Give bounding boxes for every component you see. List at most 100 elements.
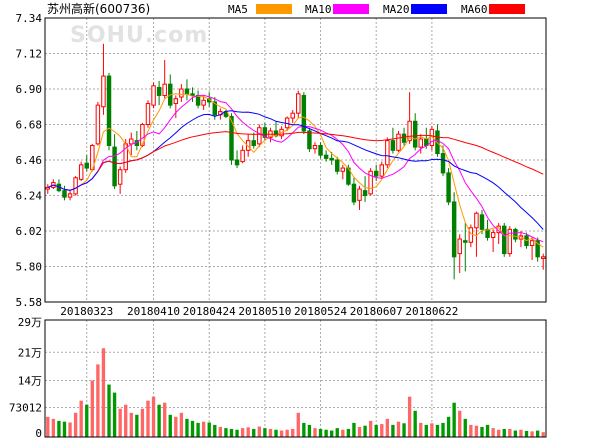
- candle-down: [446, 172, 451, 203]
- candle-down: [229, 115, 234, 161]
- candle-up: [129, 138, 134, 145]
- volume-bar: [474, 425, 479, 437]
- ma5-line: [47, 93, 544, 248]
- candle-down: [335, 159, 340, 172]
- volume-bar: [51, 418, 56, 437]
- volume-bars: [46, 348, 545, 437]
- volume-bar: [62, 421, 67, 437]
- volume-bar: [168, 414, 172, 437]
- volume-bar: [263, 428, 267, 437]
- candle-down: [234, 159, 240, 166]
- candle-up: [468, 227, 474, 243]
- candle-down: [156, 86, 162, 96]
- candle-up: [340, 167, 346, 172]
- volume-tick-label: 14万: [18, 375, 42, 388]
- volume-bar: [246, 427, 250, 437]
- candle-up: [117, 169, 123, 185]
- volume-bar: [430, 423, 434, 437]
- volume-bar: [318, 428, 323, 437]
- volume-bar: [307, 424, 312, 437]
- volume-bar: [157, 404, 161, 437]
- volume-bar: [530, 431, 534, 437]
- candle-down: [412, 120, 418, 148]
- candle-up: [290, 112, 295, 119]
- volume-bar: [469, 424, 473, 437]
- candle-up: [507, 228, 513, 255]
- volume-bar: [229, 428, 234, 437]
- candle-down: [323, 154, 329, 159]
- volume-bar: [73, 412, 78, 437]
- candle-up: [201, 99, 206, 106]
- volume-bar: [79, 400, 83, 437]
- candle-up: [179, 88, 184, 98]
- candlesticks: [45, 43, 546, 280]
- price-tick-label: 6.46: [16, 154, 43, 167]
- volume-bar: [385, 418, 390, 437]
- volume-bar: [124, 404, 128, 437]
- candle-up: [240, 149, 245, 163]
- volume-bar: [240, 428, 245, 437]
- candle-up: [368, 170, 373, 195]
- legend-swatch: [489, 4, 525, 14]
- price-tick-label: 5.80: [16, 261, 43, 274]
- volume-bar: [68, 422, 72, 437]
- volume-bar: [413, 410, 417, 437]
- volume-bar: [458, 410, 462, 437]
- volume-bar: [279, 430, 284, 437]
- candle-up: [385, 140, 390, 166]
- price-tick-label: 7.12: [16, 48, 43, 61]
- volume-bar: [324, 429, 328, 437]
- volume-bar: [380, 424, 384, 437]
- candle-up: [490, 232, 496, 238]
- candle-up: [474, 212, 479, 229]
- volume-bar: [224, 428, 228, 437]
- candle-up: [151, 85, 156, 106]
- volume-bar: [196, 422, 200, 437]
- candle-down: [479, 214, 485, 230]
- legend-swatch: [333, 4, 369, 14]
- volume-bar: [57, 420, 61, 437]
- volume-bar: [508, 428, 512, 437]
- volume-bar: [513, 430, 518, 437]
- candle-down: [485, 228, 490, 238]
- candle-up: [95, 104, 101, 145]
- volume-bar: [46, 416, 50, 437]
- watermark: SOHU.com: [70, 23, 208, 48]
- volume-bar: [107, 384, 111, 437]
- volume-bar: [118, 408, 122, 437]
- volume-bar: [313, 428, 317, 437]
- date-tick-label: 20180622: [405, 305, 458, 318]
- volume-bar: [151, 396, 156, 437]
- volume-bar: [218, 426, 223, 437]
- candle-down: [184, 88, 190, 95]
- candle-up: [173, 98, 179, 105]
- volume-bar: [135, 414, 139, 437]
- ma10-line: [47, 94, 544, 243]
- candle-down: [190, 93, 195, 96]
- volume-bar: [268, 428, 273, 437]
- volume-bar: [463, 418, 467, 437]
- legend-swatch: [256, 4, 292, 14]
- volume-bar: [491, 428, 495, 437]
- candle-up: [529, 240, 535, 247]
- candle-up: [45, 186, 51, 190]
- volume-bar: [374, 424, 378, 437]
- volume-bar: [285, 429, 289, 437]
- volume-bar: [129, 412, 133, 437]
- volume-bar: [174, 416, 178, 437]
- candle-up: [162, 83, 167, 96]
- candle-up: [78, 164, 84, 180]
- legend-swatch: [411, 4, 447, 14]
- volume-bar: [480, 426, 484, 437]
- volume-bar: [485, 424, 490, 437]
- candle-up: [245, 140, 251, 151]
- volume-bar: [368, 420, 373, 437]
- candle-up: [67, 193, 73, 198]
- candle-down: [451, 201, 457, 258]
- date-tick-label: 20180424: [183, 305, 236, 318]
- volume-bar: [163, 402, 167, 437]
- volume-bar: [541, 432, 545, 437]
- candle-down: [106, 75, 112, 146]
- volume-bar: [101, 348, 106, 437]
